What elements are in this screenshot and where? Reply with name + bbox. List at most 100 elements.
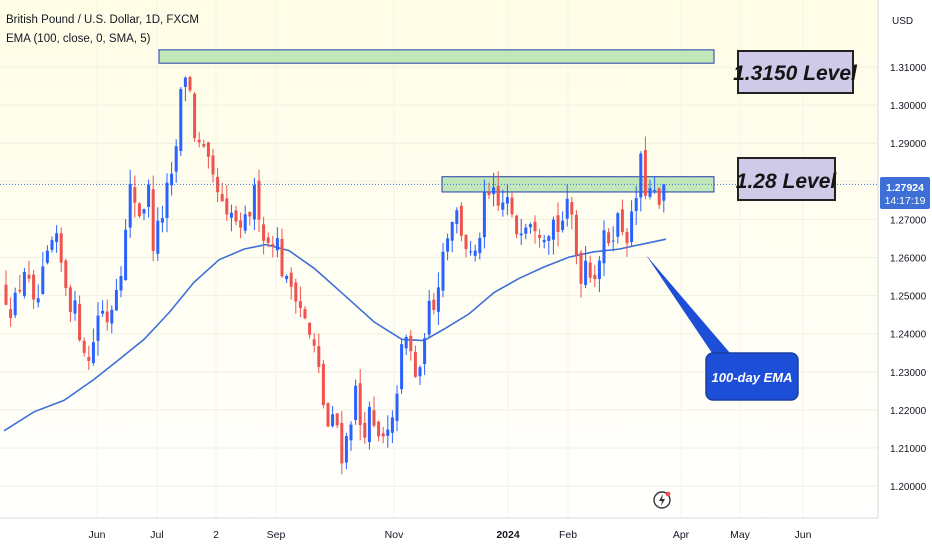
candle-1 (9, 297, 13, 327)
price-tick-7: 1.24000 (890, 330, 927, 341)
candle-96 (446, 233, 450, 261)
candle-14 (68, 284, 72, 323)
candle-133 (616, 211, 620, 244)
candle-67 (312, 333, 316, 353)
candle-84 (390, 410, 394, 444)
candle-47 (220, 182, 224, 202)
candle-114 (528, 222, 532, 234)
candle-132 (611, 226, 615, 252)
time-tick-4: Nov (385, 529, 404, 541)
zone-0 (158, 49, 715, 64)
candle-64 (298, 286, 302, 318)
candle-22 (105, 299, 109, 331)
candle-41 (193, 91, 197, 142)
candle-56 (262, 216, 266, 255)
candle-115 (533, 215, 537, 244)
candle-119 (551, 216, 555, 255)
time-tick-5: 2024 (496, 529, 520, 541)
candle-141 (653, 175, 657, 194)
candle-107 (496, 171, 500, 212)
candle-86 (400, 339, 404, 394)
candle-110 (510, 192, 514, 218)
time-tick-9: Jun (795, 529, 812, 541)
candle-51 (239, 212, 243, 239)
candle-104 (482, 179, 486, 249)
candle-20 (96, 302, 100, 356)
candle-52 (243, 205, 247, 234)
candle-11 (55, 225, 59, 253)
level-label-128: 1.28 Level (736, 157, 838, 201)
candle-13 (64, 258, 68, 297)
candle-37 (174, 139, 178, 183)
level-label-128-text: 1.28 Level (736, 170, 838, 193)
last-price-badge: 1.27924 14:17:19 (880, 177, 930, 209)
candle-139 (643, 136, 647, 200)
candle-0 (4, 270, 8, 306)
candle-70 (326, 402, 330, 428)
candle-77 (358, 369, 362, 441)
symbol-title[interactable]: British Pound / U.S. Dollar, 1D, FXCM (6, 14, 199, 26)
candle-27 (128, 169, 132, 238)
candle-127 (588, 255, 592, 283)
candle-55 (257, 169, 261, 233)
candle-130 (602, 220, 606, 276)
candle-8 (41, 252, 45, 295)
candle-85 (395, 385, 399, 432)
time-tick-3: Sep (267, 529, 286, 541)
candle-61 (285, 274, 289, 283)
time-tick-labels: Jun Jul 2 Sep Nov 2024 Feb Apr May Jun (89, 529, 812, 541)
level-label-1315-text: 1.3150 Level (733, 62, 858, 85)
time-axis[interactable] (0, 518, 932, 550)
ema-line (3, 238, 667, 432)
candle-75 (349, 421, 353, 451)
candle-71 (331, 406, 335, 428)
price-axis[interactable] (878, 0, 932, 518)
candle-15 (73, 290, 77, 321)
candle-66 (308, 322, 312, 339)
candle-136 (630, 200, 634, 247)
time-tick-6: Feb (559, 529, 577, 541)
candle-63 (294, 278, 298, 314)
candle-31 (147, 179, 151, 218)
event-marker-icon[interactable] (653, 491, 671, 509)
candle-32 (151, 175, 155, 262)
last-price-value: 1.27924 (886, 182, 924, 194)
indicator-legend[interactable]: EMA (100, close, 0, SMA, 5) (6, 33, 151, 45)
candle-7 (36, 284, 40, 308)
candle-54 (252, 177, 256, 231)
candle-29 (137, 202, 141, 219)
candle-12 (59, 227, 63, 272)
candle-65 (303, 305, 307, 320)
candle-116 (538, 228, 542, 248)
candle-118 (547, 234, 551, 255)
price-tick-0: 1.31000 (890, 63, 927, 74)
candle-36 (170, 161, 174, 196)
candle-35 (165, 173, 169, 233)
candle-58 (271, 235, 275, 258)
countdown-timer: 14:17:19 (885, 195, 926, 207)
candle-74 (344, 432, 348, 470)
candle-82 (381, 426, 385, 444)
candle-94 (436, 272, 440, 325)
ema-callout-pointer (646, 255, 730, 353)
candle-113 (524, 223, 528, 240)
candles (4, 75, 666, 475)
candle-21 (101, 300, 105, 317)
candle-125 (579, 249, 583, 298)
candle-9 (45, 245, 49, 265)
candle-131 (607, 228, 611, 247)
price-tick-4: 1.27000 (890, 215, 927, 226)
candle-79 (367, 401, 371, 450)
candle-129 (597, 255, 601, 293)
candle-10 (50, 236, 54, 253)
candle-106 (492, 172, 496, 207)
candle-73 (340, 411, 344, 475)
candle-102 (473, 244, 477, 262)
candle-23 (110, 305, 114, 334)
candle-134 (620, 199, 624, 236)
price-tick-6: 1.25000 (890, 292, 927, 303)
candle-101 (469, 241, 473, 256)
candle-122 (565, 184, 569, 227)
